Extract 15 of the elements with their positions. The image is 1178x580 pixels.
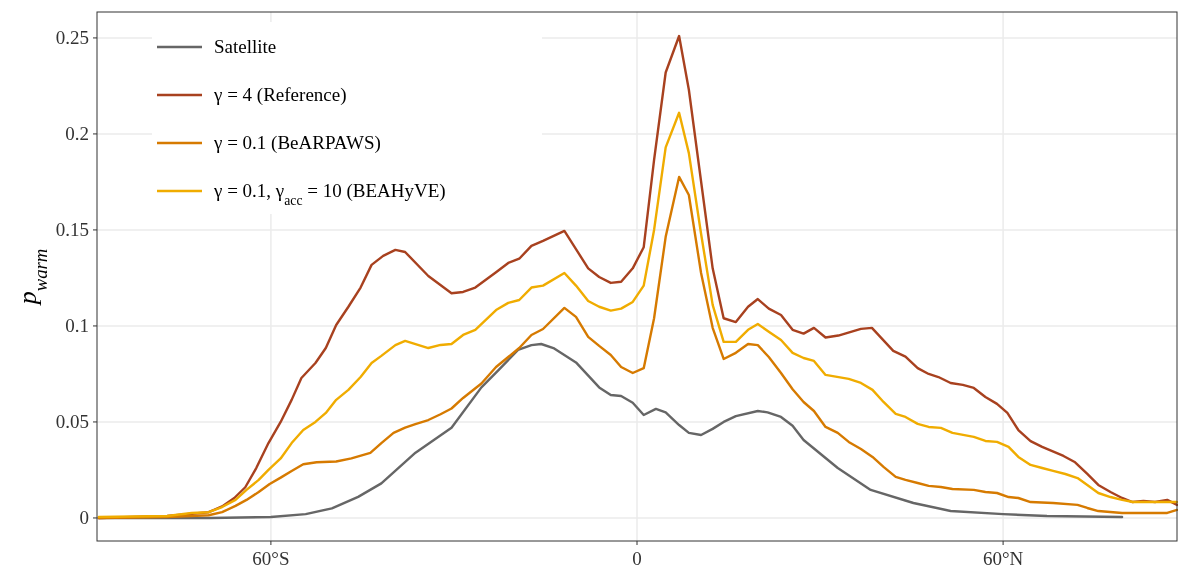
legend-label: γ = 0.1, γ$_{acc}$ = 10 (BEAHyVE): [213, 180, 446, 208]
y-tick-label: 0.15: [55, 218, 89, 240]
x-tick-label: 60°N: [982, 548, 1024, 569]
y-tick-label: 0.1: [65, 314, 89, 336]
x-tick-label: 60°S: [252, 548, 290, 569]
line-series: [97, 175, 1178, 520]
line-series: [97, 111, 1178, 519]
x-tick-label: 0: [632, 548, 642, 569]
y-tick-label: 0.25: [55, 26, 89, 48]
legend-label: γ = 0.1 (BeARPAWS): [213, 132, 381, 154]
legend-label: γ = 4 (Reference): [213, 84, 347, 106]
y-tick-label: 0: [79, 506, 89, 528]
legend-label: Satellite: [214, 36, 277, 57]
y-tick-label: 0.2: [65, 122, 89, 144]
y-tick-label: 0.05: [55, 410, 89, 432]
